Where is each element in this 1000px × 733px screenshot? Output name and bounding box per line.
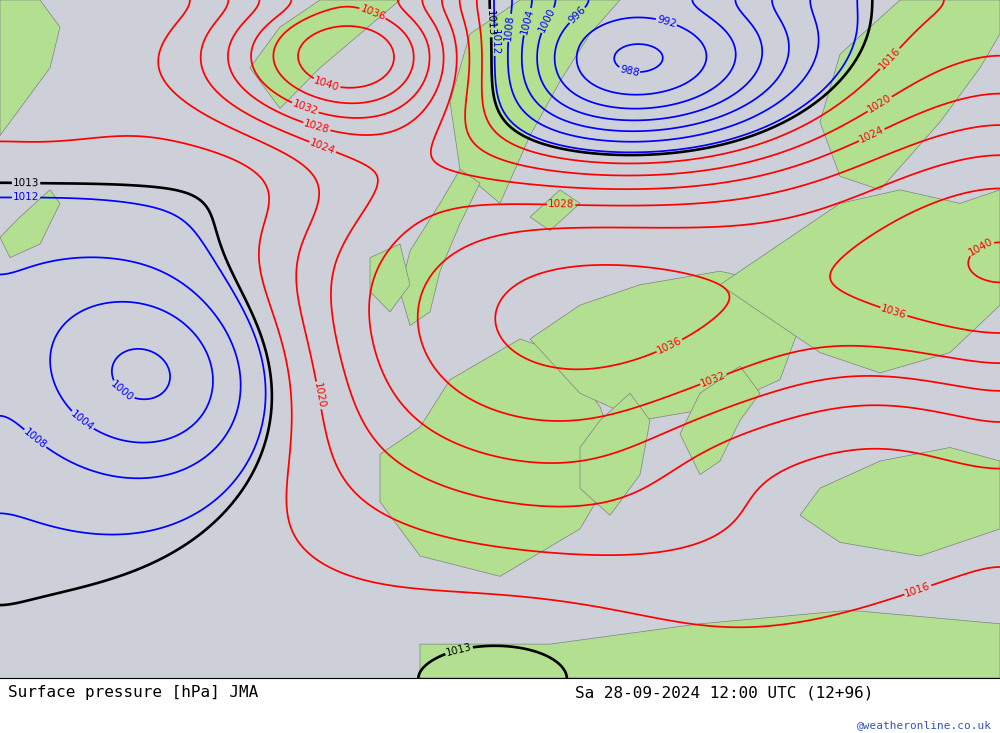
Polygon shape <box>450 0 620 204</box>
Text: 988: 988 <box>618 65 640 78</box>
Text: 1040: 1040 <box>313 75 341 93</box>
Text: 1032: 1032 <box>699 370 728 388</box>
Text: 1004: 1004 <box>69 408 96 432</box>
Polygon shape <box>800 447 1000 556</box>
Polygon shape <box>530 271 800 420</box>
Text: 1032: 1032 <box>291 99 319 117</box>
Text: 1036: 1036 <box>655 336 684 356</box>
Polygon shape <box>400 169 480 325</box>
Polygon shape <box>250 0 400 108</box>
Text: 1013: 1013 <box>445 642 473 658</box>
Polygon shape <box>0 0 60 136</box>
Text: Sa 28-09-2024 12:00 UTC (12+96): Sa 28-09-2024 12:00 UTC (12+96) <box>575 685 873 700</box>
Text: 1013: 1013 <box>485 10 496 37</box>
Text: 1008: 1008 <box>22 427 49 451</box>
Text: 1016: 1016 <box>904 581 932 599</box>
Polygon shape <box>580 393 650 515</box>
Text: 1028: 1028 <box>548 199 574 210</box>
Text: 1016: 1016 <box>877 45 903 72</box>
Polygon shape <box>820 0 1000 190</box>
Text: 1036: 1036 <box>359 3 387 22</box>
Text: 1008: 1008 <box>503 14 516 41</box>
Polygon shape <box>0 190 60 258</box>
Text: 1004: 1004 <box>519 7 535 36</box>
Text: 1024: 1024 <box>858 125 886 145</box>
Text: 1040: 1040 <box>967 236 995 258</box>
Polygon shape <box>380 339 620 576</box>
Polygon shape <box>680 366 760 475</box>
Text: 1012: 1012 <box>490 29 500 55</box>
Text: 1028: 1028 <box>303 118 331 136</box>
Polygon shape <box>720 190 1000 373</box>
Text: 1036: 1036 <box>880 303 908 320</box>
Text: 1024: 1024 <box>309 138 337 156</box>
Text: 996: 996 <box>567 4 588 26</box>
Text: 1000: 1000 <box>109 379 135 404</box>
Polygon shape <box>370 244 410 312</box>
Text: 1020: 1020 <box>866 93 894 115</box>
Text: 992: 992 <box>656 14 677 29</box>
Text: 1012: 1012 <box>13 193 39 202</box>
Text: @weatheronline.co.uk: @weatheronline.co.uk <box>857 720 992 730</box>
Polygon shape <box>420 610 1000 678</box>
Text: 1013: 1013 <box>13 178 39 188</box>
Text: 1000: 1000 <box>537 6 558 34</box>
Text: 1020: 1020 <box>311 382 326 409</box>
Polygon shape <box>530 190 580 230</box>
Text: Surface pressure [hPa] JMA: Surface pressure [hPa] JMA <box>8 685 258 700</box>
